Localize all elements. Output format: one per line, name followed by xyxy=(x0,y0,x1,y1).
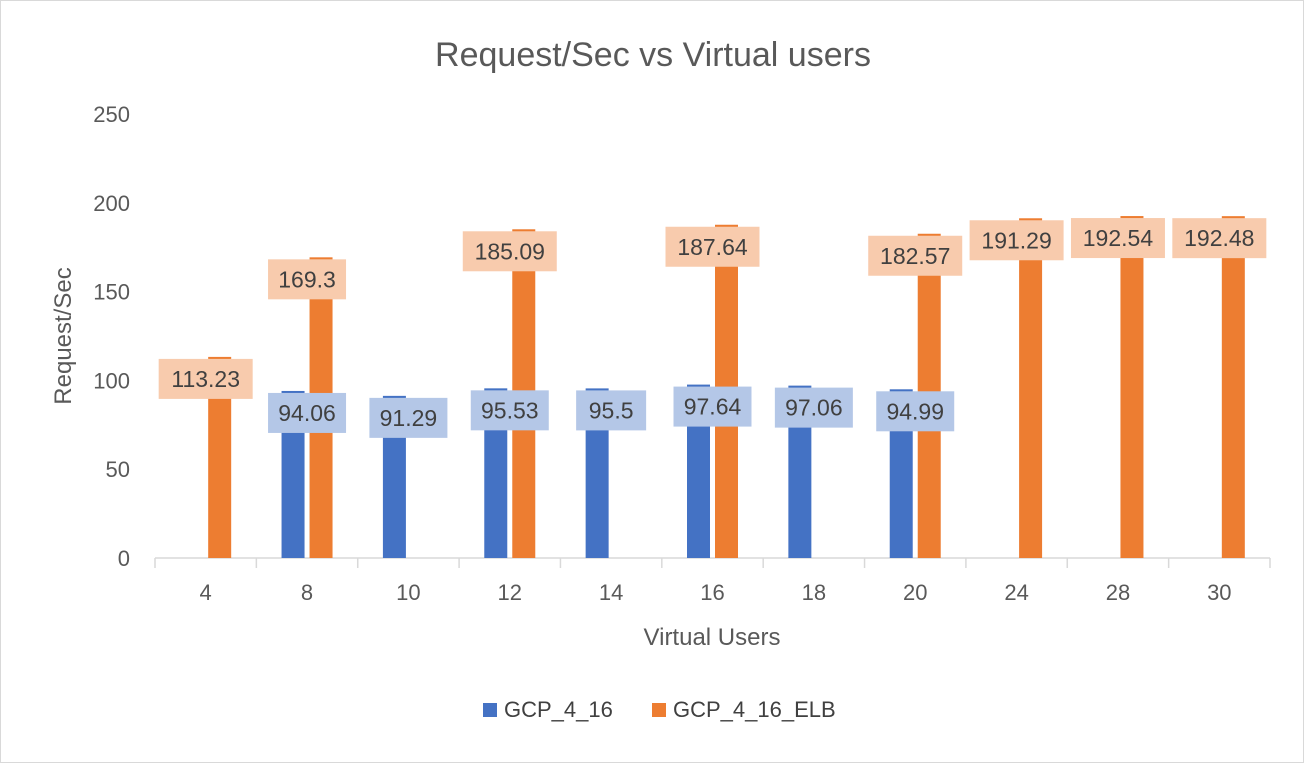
legend: GCP_4_16 GCP_4_16_ELB xyxy=(483,697,836,722)
y-tick-label: 200 xyxy=(93,191,130,216)
legend-label: GCP_4_16 xyxy=(504,697,613,722)
y-tick-label: 50 xyxy=(106,457,130,482)
data-label-box xyxy=(665,226,760,267)
y-axis-title: Request/Sec xyxy=(50,267,77,404)
data-label: 187.64 xyxy=(677,234,748,260)
x-tick-label: 30 xyxy=(1207,580,1231,605)
y-tick-label: 250 xyxy=(93,102,130,127)
legend-swatch-gcp-4-16-elb xyxy=(652,703,666,717)
data-label-box xyxy=(1070,218,1165,259)
data-label: 94.99 xyxy=(886,398,944,424)
data-label: 169.3 xyxy=(278,266,336,292)
x-tick-label: 10 xyxy=(396,580,420,605)
bar-gcp-4-16-elb xyxy=(1221,216,1245,558)
data-label-box xyxy=(576,390,647,431)
data-label-box xyxy=(876,391,955,432)
data-label-box xyxy=(868,235,963,276)
bars-group xyxy=(208,216,1245,559)
data-label-box xyxy=(969,220,1064,261)
x-tick-label: 4 xyxy=(200,580,212,605)
data-label: 191.29 xyxy=(981,227,1051,253)
x-tick-label: 24 xyxy=(1004,580,1028,605)
bar-gcp-4-16-elb xyxy=(1019,218,1043,558)
data-labels-group: 94.06 91.29 95.53 95.5 97.64 97.06 94.99 113.23… xyxy=(158,218,1267,438)
x-tick-label: 8 xyxy=(301,580,313,605)
legend-label: GCP_4_16_ELB xyxy=(673,697,836,722)
data-label: 94.06 xyxy=(278,400,336,426)
data-label: 192.54 xyxy=(1083,225,1154,251)
data-label-box xyxy=(268,259,347,300)
data-label-box xyxy=(1172,218,1267,259)
x-tick-label: 18 xyxy=(802,580,826,605)
data-label-box xyxy=(369,397,448,438)
legend-swatch-gcp-4-16 xyxy=(483,703,497,717)
data-label: 182.57 xyxy=(880,243,950,269)
x-axis-title: Virtual Users xyxy=(644,624,781,651)
data-label: 97.64 xyxy=(684,394,742,420)
bar-gcp-4-16 xyxy=(585,388,609,558)
x-axis: 4 8 10 12 14 16 18 20 24 28 30 xyxy=(154,557,1271,605)
bar-gcp-4-16 xyxy=(484,388,508,558)
chart-title: Request/Sec vs Virtual users xyxy=(435,36,871,74)
data-label-box xyxy=(774,387,853,428)
bar-gcp-4-16 xyxy=(788,385,812,558)
x-tick-label: 16 xyxy=(700,580,724,605)
y-tick-label: 100 xyxy=(93,368,130,393)
bar-gcp-4-16 xyxy=(889,389,913,558)
x-tick-label: 28 xyxy=(1106,580,1130,605)
data-label-box xyxy=(673,386,752,427)
y-axis-ticks: 0 50 100 150 200 250 xyxy=(93,102,130,571)
x-tick-label: 20 xyxy=(903,580,927,605)
data-label-box xyxy=(268,392,347,433)
data-label: 192.48 xyxy=(1184,225,1254,251)
data-label: 95.53 xyxy=(481,397,539,423)
data-label-box xyxy=(462,231,557,272)
y-tick-label: 150 xyxy=(93,280,130,305)
x-tick-label: 12 xyxy=(498,580,522,605)
x-tick-label: 14 xyxy=(599,580,623,605)
data-label: 185.09 xyxy=(475,238,545,264)
data-label: 113.23 xyxy=(171,366,240,392)
bar-gcp-4-16-elb xyxy=(208,356,232,558)
data-label: 97.06 xyxy=(785,395,843,421)
bar-gcp-4-16 xyxy=(687,384,710,558)
data-label: 95.5 xyxy=(589,397,634,423)
data-label: 91.29 xyxy=(380,405,438,431)
data-label-box xyxy=(470,390,549,431)
y-tick-label: 0 xyxy=(118,546,130,571)
bar-gcp-4-16-elb xyxy=(1120,216,1144,559)
data-label-box xyxy=(158,358,253,399)
